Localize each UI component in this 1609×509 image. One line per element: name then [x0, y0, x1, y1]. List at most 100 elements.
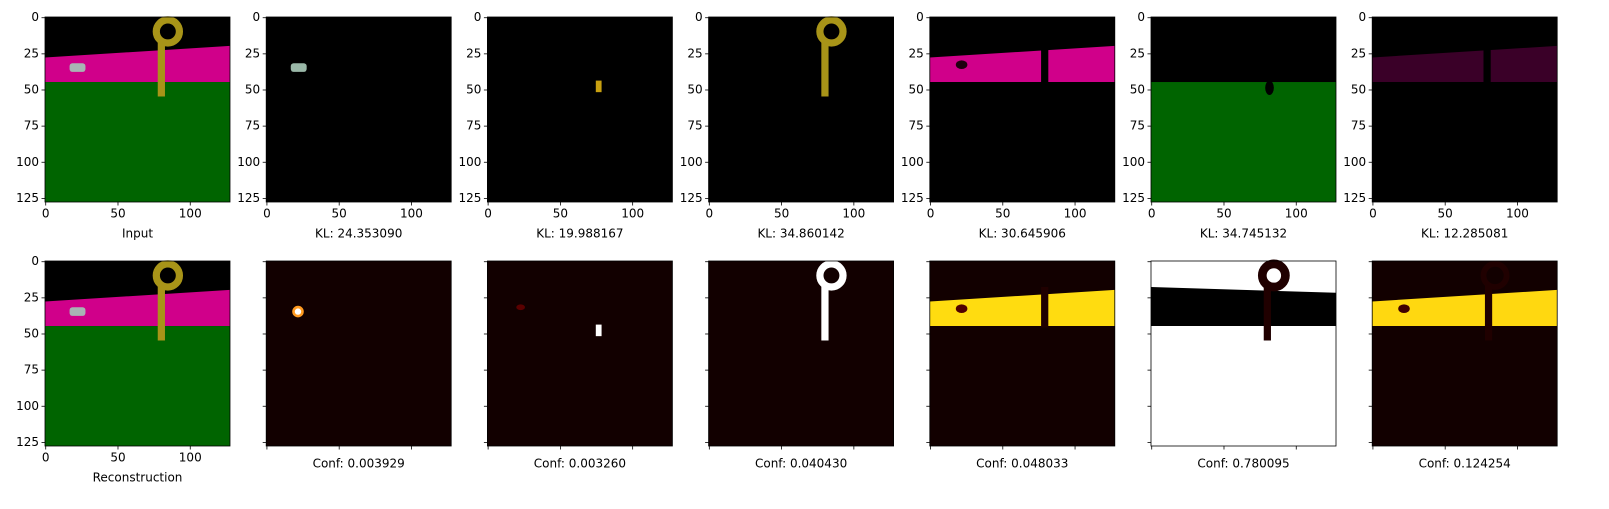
x-tick-label: 100 — [1064, 207, 1087, 221]
x-tick-label: 50 — [332, 207, 347, 221]
x-axis-label: Conf: 0.040430 — [755, 457, 847, 471]
panel: 0 50 100 0 25 50 75 100 125 KL: 12.285081 — [1343, 10, 1558, 241]
panel: Conf: 0.003260 — [483, 260, 673, 471]
image-region — [1483, 43, 1491, 84]
image-region — [821, 285, 829, 341]
y-tick-label: 125 — [901, 191, 924, 205]
image-region — [816, 260, 847, 291]
image-region — [266, 17, 452, 202]
y-tick-label: 0 — [1359, 10, 1367, 24]
axes-frame — [44, 16, 231, 203]
y-tick-label: 100 — [901, 155, 924, 169]
y-tick-label: 0 — [695, 10, 703, 24]
image-region — [69, 307, 86, 316]
image-region — [152, 260, 184, 291]
image — [929, 17, 1115, 202]
image-region — [1041, 287, 1049, 328]
y-tick-label: 0 — [916, 10, 924, 24]
image — [45, 260, 230, 446]
y-tick-label: 75 — [24, 119, 39, 133]
y-tick-label: 50 — [1351, 82, 1366, 96]
image — [1372, 17, 1558, 202]
x-axis-label: Reconstruction — [93, 471, 183, 485]
image-region — [290, 63, 307, 72]
y-tick-label: 25 — [245, 46, 260, 60]
y-tick-label: 75 — [466, 119, 481, 133]
image — [266, 261, 452, 446]
y-tick-label: 125 — [680, 191, 703, 205]
image-region — [816, 16, 847, 47]
image-region — [1484, 285, 1493, 341]
image — [1151, 259, 1336, 446]
y-tick-label: 125 — [16, 435, 39, 449]
panel: 0 50 100 0 25 50 75 100 125 Input — [16, 10, 231, 241]
x-tick-label: 0 — [42, 207, 50, 221]
image-region — [45, 289, 230, 327]
y-tick-label: 0 — [474, 10, 482, 24]
image-region — [595, 80, 602, 93]
image-region — [1480, 261, 1510, 290]
axes-frame — [708, 260, 894, 447]
x-axis-label: Conf: 0.780095 — [1197, 457, 1289, 471]
panel: 0 50 100 0 25 50 75 100 125 KL: 34.860142 — [680, 10, 894, 241]
x-axis-label: KL: 19.988167 — [536, 227, 623, 241]
x-tick-label: 100 — [621, 207, 644, 221]
y-tick-label: 50 — [24, 82, 39, 96]
image — [708, 16, 894, 202]
image-region — [516, 304, 525, 311]
image-region — [929, 289, 1115, 327]
panel: Conf: 0.040430 — [705, 260, 894, 471]
y-tick-label: 25 — [687, 46, 702, 60]
y-tick-label: 125 — [1343, 191, 1366, 205]
image-region — [152, 16, 184, 47]
x-tick-label: 50 — [110, 451, 125, 465]
x-tick-label: 100 — [179, 207, 202, 221]
y-tick-label: 25 — [909, 46, 924, 60]
axes-frame — [1371, 16, 1558, 203]
image-region — [294, 308, 302, 315]
image-region — [1151, 82, 1336, 202]
image-region — [595, 324, 602, 337]
x-tick-label: 0 — [1369, 207, 1377, 221]
x-tick-label: 0 — [42, 451, 50, 465]
axes-frame — [1371, 260, 1558, 447]
x-tick-label: 50 — [110, 207, 125, 221]
image-region — [157, 285, 165, 341]
y-tick-label: 100 — [680, 155, 703, 169]
image-region — [708, 261, 894, 446]
image-region — [1263, 285, 1271, 341]
y-tick-label: 100 — [1122, 155, 1145, 169]
panel: 0 50 100 0 25 50 75 100 125 KL: 34.745132 — [1122, 10, 1337, 241]
image-region — [955, 60, 968, 70]
image-region — [1372, 17, 1558, 202]
image-region — [1372, 261, 1558, 446]
image — [266, 17, 452, 202]
y-tick-label: 100 — [458, 155, 481, 169]
axes-frame — [708, 16, 894, 203]
x-axis-label: KL: 34.860142 — [757, 227, 844, 241]
panel: Conf: 0.003929 — [262, 260, 452, 471]
y-tick-label: 100 — [16, 399, 39, 413]
y-tick-label: 75 — [1130, 119, 1145, 133]
x-axis-label: KL: 12.285081 — [1421, 227, 1508, 241]
image-region — [929, 17, 1115, 202]
y-tick-label: 25 — [1351, 46, 1366, 60]
y-tick-label: 75 — [24, 363, 39, 377]
x-tick-label: 100 — [1506, 207, 1529, 221]
image-region — [266, 261, 452, 446]
image-region — [45, 45, 230, 83]
image-region — [69, 63, 86, 72]
y-tick-label: 100 — [237, 155, 260, 169]
image-region — [1265, 80, 1274, 96]
y-tick-label: 50 — [1130, 82, 1145, 96]
axes-frame — [929, 16, 1116, 203]
y-tick-label: 50 — [245, 82, 260, 96]
y-tick-label: 75 — [687, 119, 702, 133]
y-tick-label: 50 — [466, 82, 481, 96]
y-tick-label: 25 — [1130, 46, 1145, 60]
x-tick-label: 0 — [927, 207, 935, 221]
image-region — [1372, 45, 1558, 83]
panel: Conf: 0.048033 — [926, 260, 1116, 471]
x-tick-label: 0 — [706, 207, 714, 221]
